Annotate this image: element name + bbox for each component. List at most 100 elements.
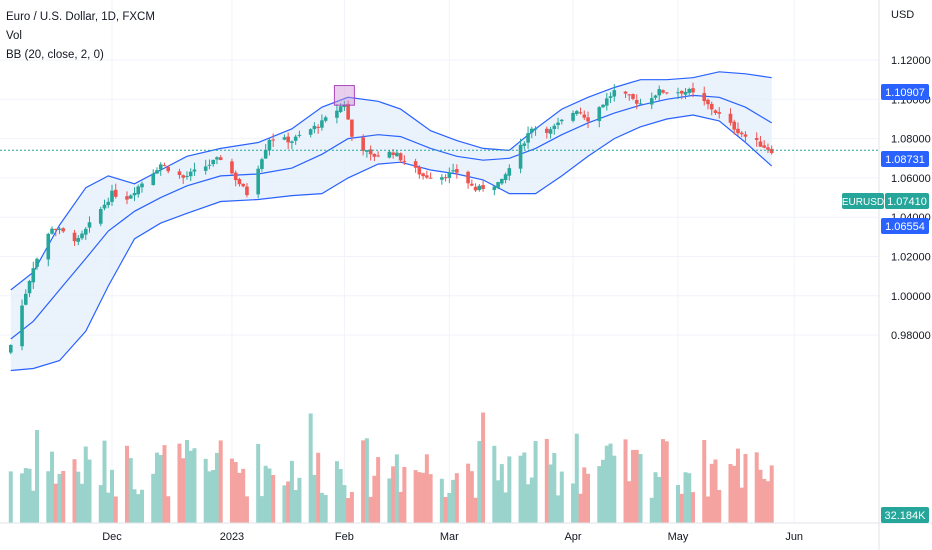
volume-bar <box>451 479 456 523</box>
candle-body <box>368 149 373 155</box>
time-axis[interactable]: Dec 2023 Feb Mar Apr May Jun <box>102 531 803 543</box>
volume-bar <box>308 413 313 523</box>
volume-bar <box>158 454 163 523</box>
candle-body <box>230 161 234 174</box>
candle <box>556 117 560 130</box>
time-tick-label: Feb <box>335 531 354 543</box>
candle <box>634 94 639 110</box>
volume-bar <box>323 494 328 523</box>
volume-bar <box>676 484 680 523</box>
volume-bar <box>286 481 291 523</box>
volume-bar <box>293 490 298 523</box>
volume-bar <box>297 477 302 523</box>
candle <box>237 177 242 187</box>
candle-body <box>466 171 470 184</box>
volume-bar <box>687 473 692 523</box>
badge-bb-upper-text: 1.10907 <box>885 87 925 99</box>
volume-bar <box>177 443 182 523</box>
candle <box>110 184 114 206</box>
candle <box>83 227 88 240</box>
candle <box>649 92 654 110</box>
candle <box>706 98 710 110</box>
candle-body <box>297 134 302 136</box>
legend-volume[interactable]: Vol <box>6 30 22 42</box>
volume-bar <box>110 469 114 523</box>
volume-bar <box>346 497 351 523</box>
legend-symbol[interactable]: Euro / U.S. Dollar, 1D, FXCM <box>6 11 155 23</box>
candle-body <box>623 91 628 94</box>
candle <box>113 183 118 199</box>
candle-body <box>61 228 66 232</box>
candle-body <box>155 170 159 174</box>
candle-body <box>218 157 223 161</box>
candle-body <box>260 159 264 169</box>
volume-bar <box>31 490 36 523</box>
candle-body <box>391 152 395 155</box>
candle <box>308 128 313 138</box>
badge-symbol-text: EURUSD <box>842 197 884 208</box>
volume-bar <box>256 443 261 523</box>
time-tick-label: Dec <box>102 531 122 543</box>
candle-body <box>481 185 485 189</box>
candle <box>323 115 328 123</box>
volume-bar <box>544 438 549 523</box>
volume-bar <box>481 412 486 523</box>
candle-body <box>769 148 774 154</box>
candle-body <box>87 222 92 228</box>
price-tick-label: 1.06000 <box>891 173 931 185</box>
candle-body <box>503 174 508 181</box>
candle-body <box>661 90 665 93</box>
volume-bar <box>154 452 159 523</box>
candle <box>346 100 350 121</box>
volume-bar <box>76 471 81 523</box>
volume-bar <box>765 481 770 523</box>
candle-series <box>8 82 774 355</box>
candle-body <box>50 228 54 234</box>
candle <box>395 150 399 157</box>
candle <box>365 150 369 158</box>
volume-bar <box>597 466 602 523</box>
candle-body <box>758 141 763 147</box>
candle-body <box>335 110 339 118</box>
volume-bar <box>218 440 223 523</box>
volume-bar <box>61 470 66 523</box>
candle-body <box>8 344 13 353</box>
candle <box>638 98 643 105</box>
volume-bar <box>184 439 189 523</box>
volume-bar <box>454 473 459 523</box>
candle <box>466 170 470 189</box>
legend-bollinger[interactable]: BB (20, close, 2, 0) <box>6 49 104 61</box>
candle <box>398 152 403 163</box>
candle <box>136 184 141 198</box>
candle-body <box>158 164 163 170</box>
candle-body <box>560 119 564 122</box>
candle <box>608 92 613 104</box>
candle-body <box>398 153 403 161</box>
candle-body <box>545 128 549 133</box>
candle <box>691 82 695 98</box>
volume-bar <box>683 472 688 523</box>
volume-bar <box>735 448 740 523</box>
volume-bar <box>758 469 763 523</box>
volume-bar <box>349 492 354 523</box>
price-tick-label: 1.12000 <box>891 55 931 67</box>
volume-bar <box>35 429 40 523</box>
candle <box>361 134 365 156</box>
badge-volume: 32.184K <box>881 507 929 523</box>
candle-body <box>679 90 684 94</box>
time-tick-label: 2023 <box>220 531 244 543</box>
candle <box>627 93 632 101</box>
highlight-box <box>333 85 355 106</box>
candle <box>87 216 92 233</box>
badge-volume-text: 32.184K <box>885 510 927 522</box>
volume-bar <box>571 483 576 523</box>
candle-body <box>106 201 111 206</box>
candle <box>230 158 234 175</box>
candle <box>766 143 770 154</box>
candle-body <box>582 114 587 118</box>
candle <box>503 172 508 184</box>
volume-bar <box>402 467 407 523</box>
volume-bar <box>717 489 722 523</box>
candle-body <box>739 132 744 135</box>
